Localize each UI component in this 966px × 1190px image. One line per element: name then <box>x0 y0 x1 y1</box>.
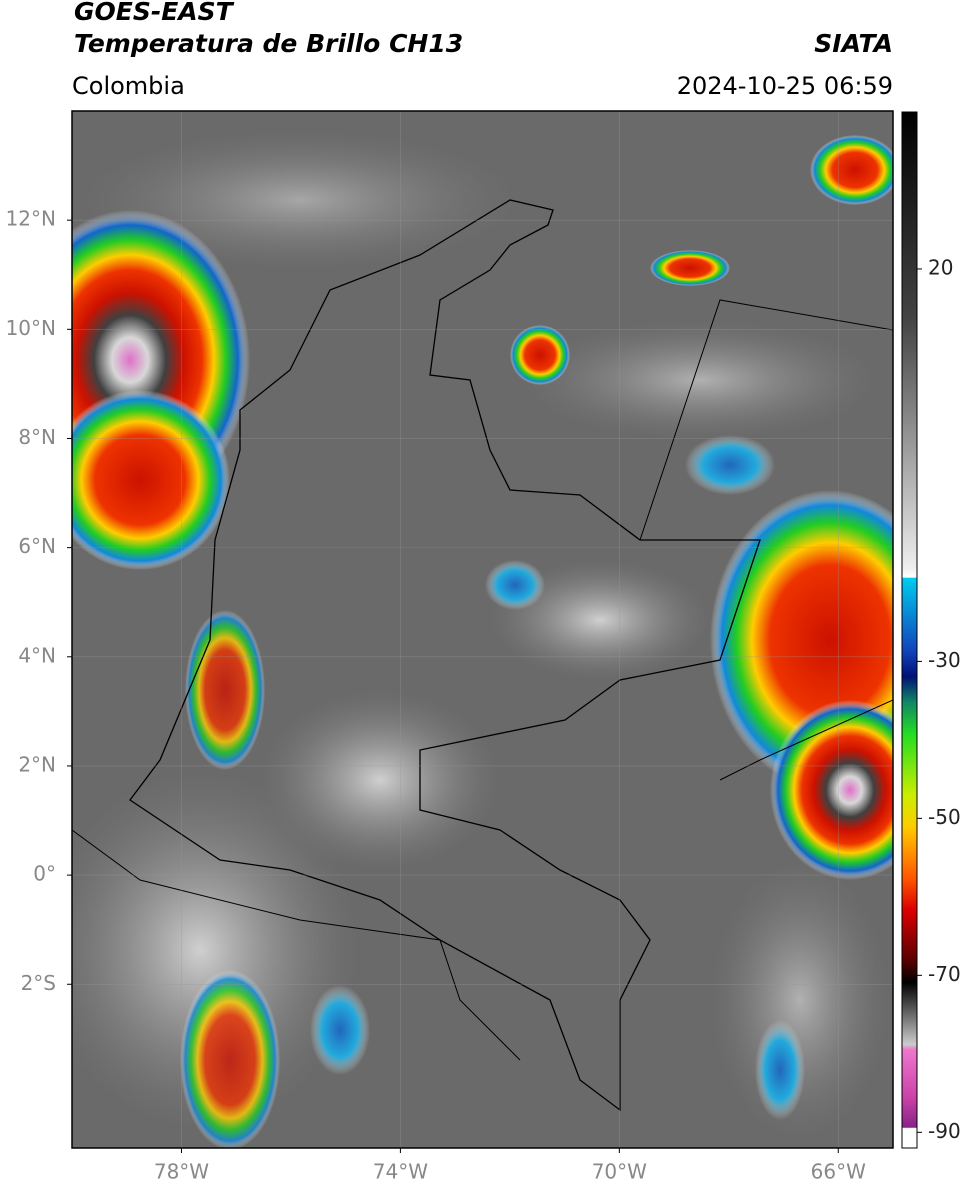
x-tick-label: 78°W <box>154 1160 209 1184</box>
y-tick-label: 4°N <box>18 643 56 667</box>
y-tick-label: 10°N <box>6 316 56 340</box>
colorbar-tick-label: -70 <box>928 962 961 986</box>
colorbar-tick-label: -50 <box>928 805 961 829</box>
y-tick-label: 0° <box>33 862 56 886</box>
colorbar-tick-label: -30 <box>928 648 961 672</box>
region: Colombia <box>72 72 185 100</box>
y-tick-label: 6°N <box>18 534 56 558</box>
y-tick-label: 12°N <box>6 207 56 231</box>
source: SIATA <box>814 29 893 58</box>
map-frame <box>71 110 894 1149</box>
x-tick-label: 74°W <box>373 1160 428 1184</box>
timestamp: 2024-10-25 06:59 <box>677 72 893 100</box>
title: GOES-EAST <box>74 0 235 26</box>
colorbar-tick-label: 20 <box>928 255 953 279</box>
y-tick-label: 8°N <box>18 425 56 449</box>
y-tick-label: 2°N <box>18 752 56 776</box>
colorbar-tick-label: -90 <box>928 1119 961 1143</box>
satellite-image <box>72 111 893 1148</box>
colorbar <box>901 111 918 1149</box>
x-tick-label: 66°W <box>811 1160 866 1184</box>
y-tick-label: 2°S <box>21 971 56 995</box>
x-tick-label: 70°W <box>592 1160 647 1184</box>
subtitle: Temperatura de Brillo CH13 <box>74 29 463 58</box>
